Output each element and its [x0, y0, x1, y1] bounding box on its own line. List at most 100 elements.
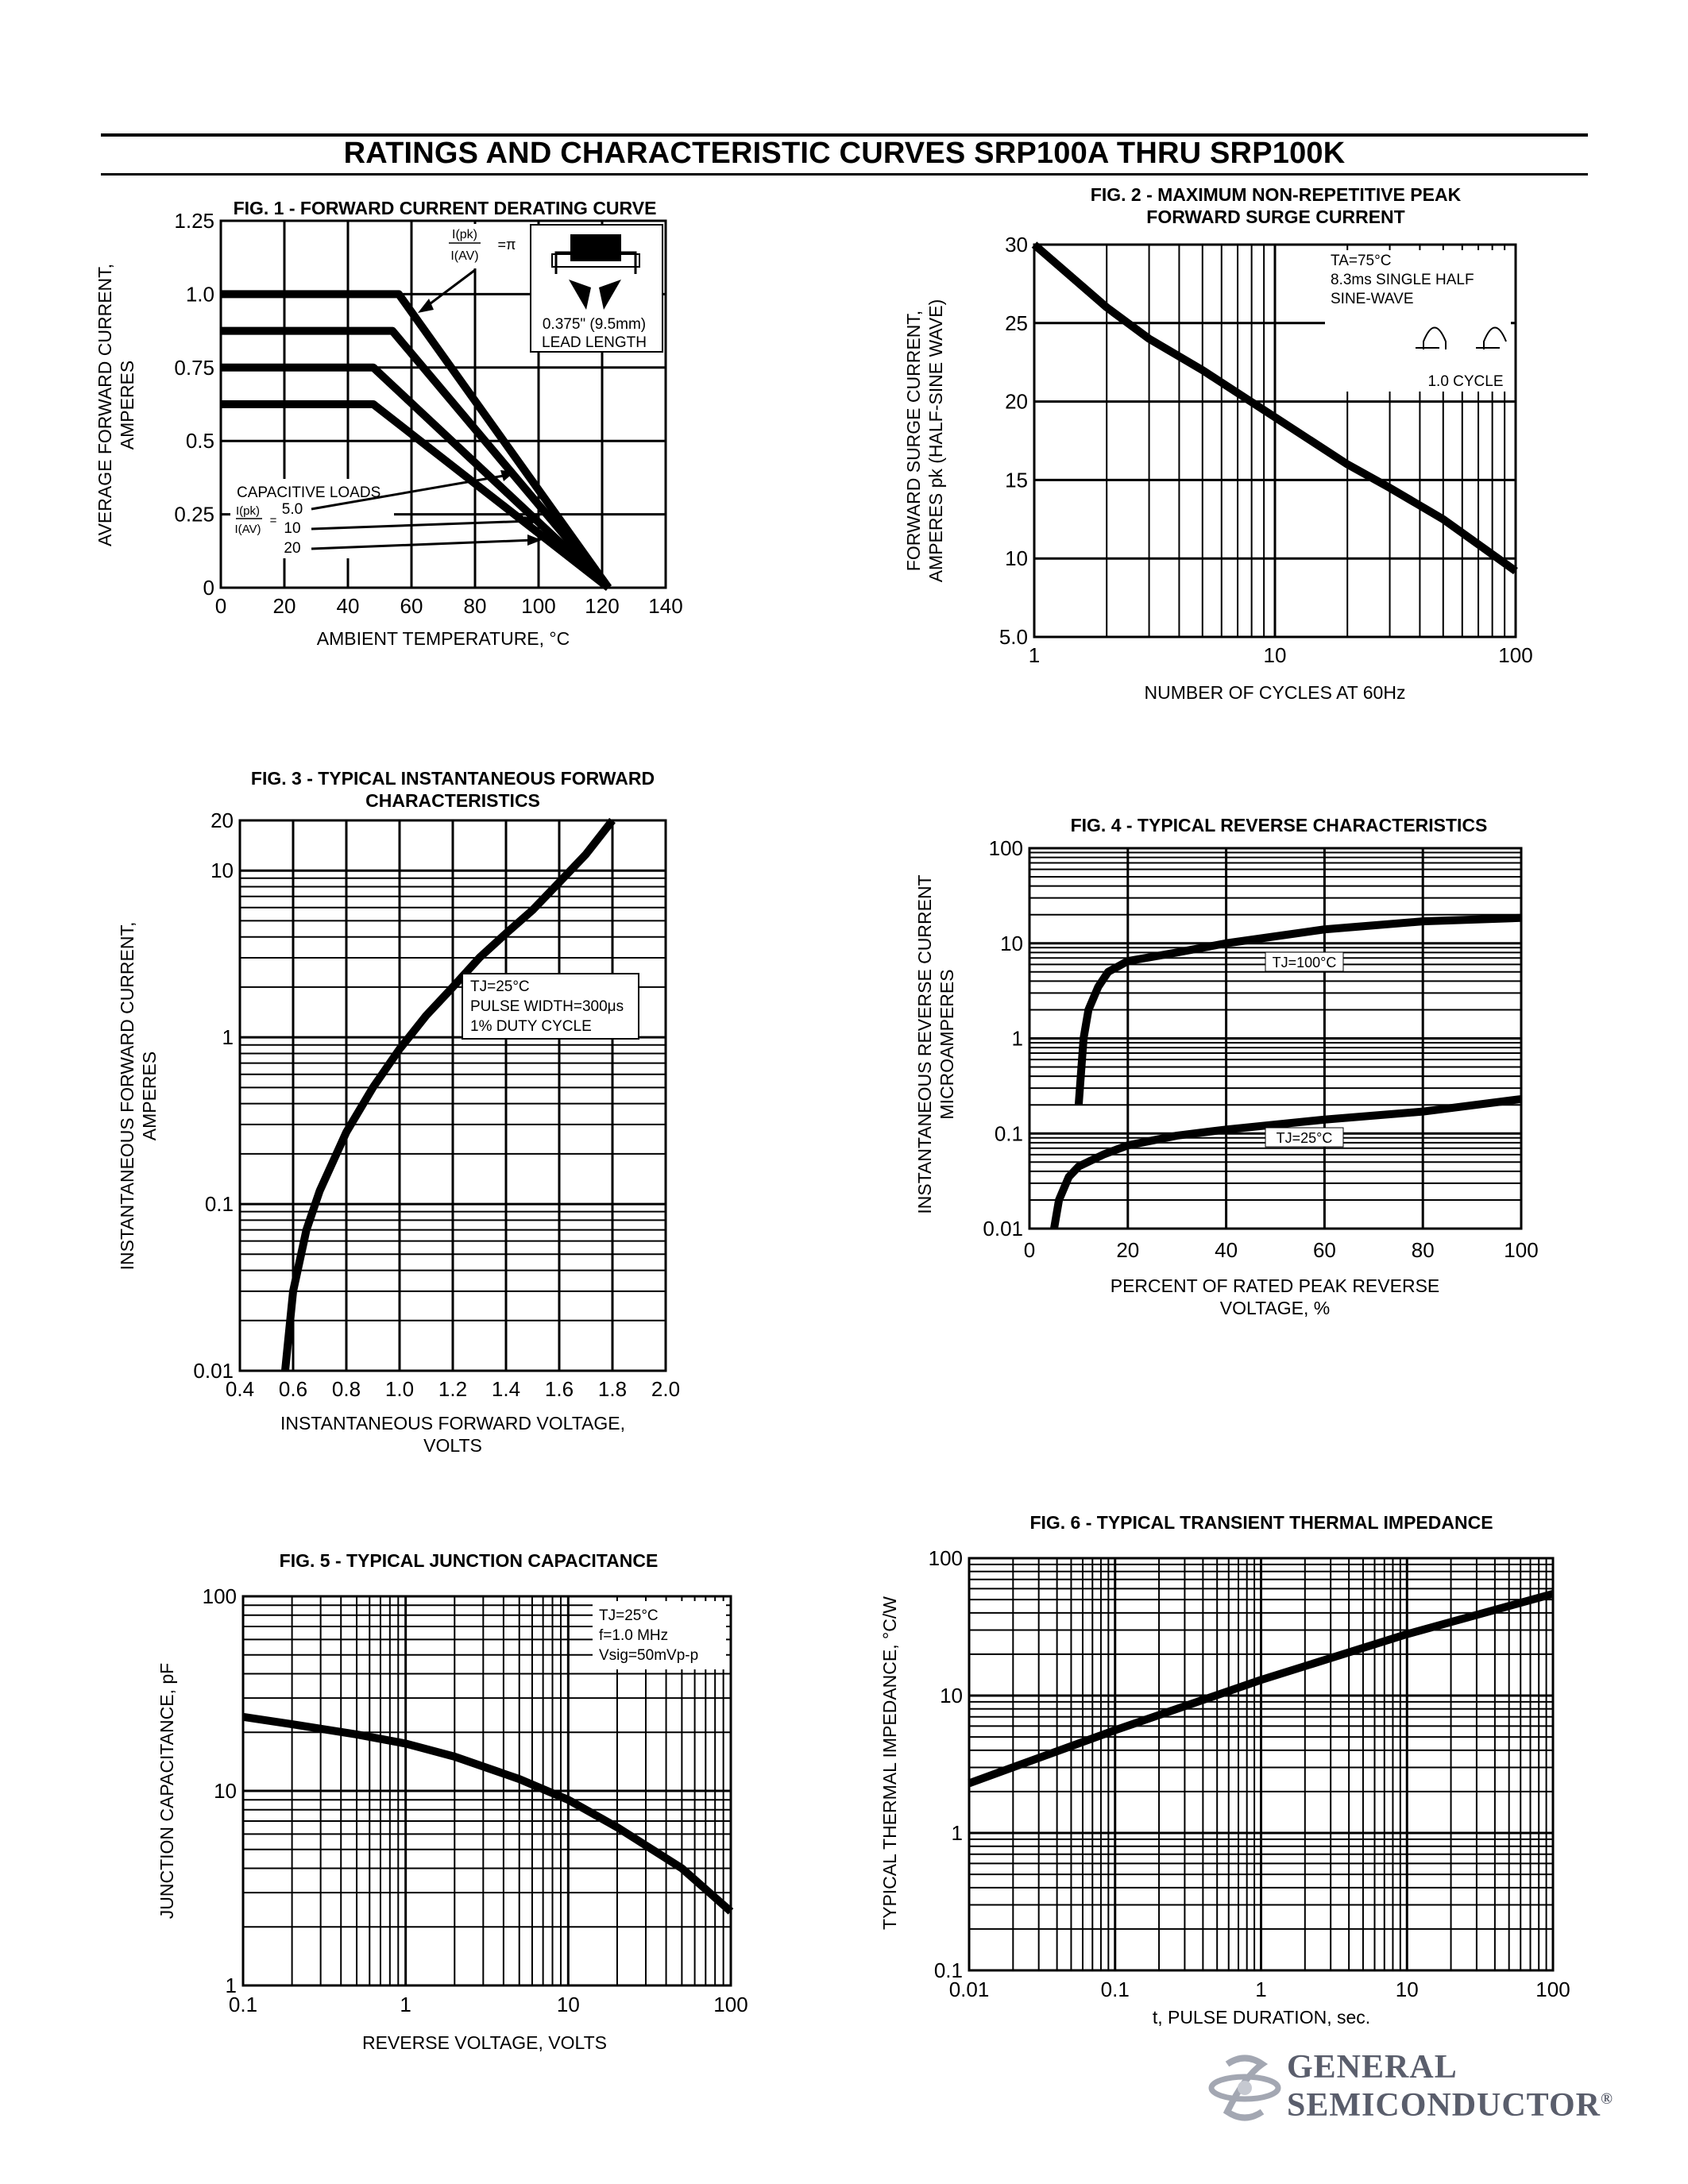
y-tick-label: 0: [203, 576, 214, 600]
chart-title: FIG. 5 - TYPICAL JUNCTION CAPACITANCE: [280, 1550, 659, 1571]
x-axis-label: VOLTAGE, %: [1220, 1298, 1330, 1318]
x-axis-label: NUMBER OF CYCLES AT 60Hz: [1145, 682, 1406, 703]
y-axis-label: AVERAGE FORWARD CURRENT,: [95, 264, 115, 546]
plot-frame: [968, 1557, 1555, 1972]
cap-value-20: 20: [284, 540, 300, 557]
y-tick-label: 10: [1000, 932, 1023, 955]
cap-ratio-bottom: I(AV): [234, 523, 261, 536]
fig4-series-label-25: TJ=25°C: [1277, 1130, 1333, 1146]
y-tick-label: 0.5: [186, 429, 214, 453]
page-title: RATINGS AND CHARACTERISTIC CURVES SRP100…: [343, 137, 1346, 170]
x-tick-label: 40: [337, 594, 360, 618]
x-tick-label: 0.1: [1101, 1978, 1130, 2001]
series-label-bg: [1265, 1127, 1344, 1148]
cap-pointer-head: [500, 470, 515, 481]
x-tick-label: 1.6: [545, 1377, 574, 1401]
y-axis-label: INSTANTANEOUS FORWARD CURRENT,: [117, 922, 137, 1271]
y-tick-label: 0.1: [934, 1958, 963, 1982]
cap-pointer-head: [527, 534, 542, 546]
series-line-1: [1031, 241, 1518, 575]
cycle-label: 1.0 CYCLE: [1427, 373, 1503, 390]
x-tick-label: 10: [1396, 1978, 1419, 2001]
cap-eq: =: [270, 514, 277, 527]
x-tick-label: 0.01: [949, 1978, 990, 2001]
cap-ratio-top: I(pk): [236, 504, 260, 518]
x-tick-label: 1.4: [492, 1377, 520, 1401]
y-axis-label: TYPICAL THERMAL IMPEDANCE, °C/W: [879, 1596, 900, 1930]
x-tick-label: 2.0: [651, 1377, 680, 1401]
y-tick-label: 100: [989, 836, 1023, 860]
y-axis-label: JUNCTION CAPACITANCE, pF: [156, 1663, 177, 1919]
y-tick-label: 1.25: [174, 209, 214, 233]
condition-line: SINE-WAVE: [1331, 291, 1414, 307]
x-tick-label: 60: [400, 594, 423, 618]
chart-title: FORWARD SURGE CURRENT: [1146, 206, 1404, 227]
x-tick-label: 0.8: [332, 1377, 361, 1401]
title-underline: [101, 173, 1588, 176]
y-tick-label: 1: [952, 1821, 963, 1845]
arrow-right-icon: [599, 280, 621, 310]
condition-line: 8.3ms SINGLE HALF: [1331, 272, 1474, 288]
y-tick-label: 5.0: [999, 625, 1028, 649]
plot-frame: [238, 819, 667, 1372]
registered-mark: ®: [1600, 2090, 1613, 2108]
capacitive-loads-text: CAPACITIVE LOADS: [237, 484, 380, 501]
ratio-label-bg: [445, 224, 524, 268]
y-axis-label: MICROAMPERES: [937, 969, 957, 1119]
y-axis-label: AMPERES: [139, 1051, 160, 1140]
top-rule: [101, 133, 1588, 137]
x-axis-label: PERCENT OF RATED PEAK REVERSE: [1111, 1275, 1440, 1296]
x-tick-label: 0: [215, 594, 226, 618]
logo-text-line1: GENERAL: [1287, 2049, 1458, 2086]
x-tick-label: 100: [1498, 643, 1532, 667]
plot-frame: [241, 1595, 732, 1987]
x-tick-label: 80: [1412, 1238, 1435, 1262]
condition-line: TA=75°C: [1331, 253, 1391, 269]
y-axis-label: FORWARD SURGE CURRENT,: [903, 311, 924, 571]
x-axis-label: VOLTS: [423, 1435, 482, 1456]
x-axis-label: INSTANTANEOUS FORWARD VOLTAGE,: [280, 1413, 625, 1433]
logo-text-line2: SEMICONDUCTOR®: [1287, 2086, 1613, 2124]
cap-value-5: 5.0: [282, 501, 303, 518]
y-tick-label: 20: [1005, 390, 1028, 414]
cap-pointer-head: [524, 516, 539, 527]
arrow-left-icon: [569, 280, 591, 310]
x-tick-label: 10: [1264, 643, 1287, 667]
condition-line: TJ=25°C: [470, 978, 530, 995]
ratio-bottom: I(AV): [450, 249, 478, 263]
lead-length-text: 0.375" (9.5mm): [543, 316, 646, 333]
series-line-1: [280, 817, 616, 1372]
x-tick-label: 100: [521, 594, 555, 618]
x-tick-label: 0.1: [229, 1993, 257, 2016]
condition-line: Vsig=50mVp-p: [599, 1647, 698, 1664]
chart-title: FIG. 3 - TYPICAL INSTANTANEOUS FORWARD: [251, 768, 655, 789]
conditions-box: [462, 973, 639, 1040]
y-tick-label: 1.0: [186, 282, 214, 306]
chart-title: CHARACTERISTICS: [365, 790, 540, 811]
chart-title: FIG. 4 - TYPICAL REVERSE CHARACTERISTICS: [1071, 815, 1488, 835]
y-tick-label: 30: [1005, 233, 1028, 257]
x-axis-label: AMBIENT TEMPERATURE, °C: [317, 628, 570, 649]
x-tick-label: 0.4: [226, 1377, 254, 1401]
series-line-1: [242, 1712, 734, 1915]
x-tick-label: 20: [1116, 1238, 1139, 1262]
ratio-pointer: [423, 268, 476, 310]
series-line-2: [1050, 1094, 1522, 1229]
ratio-pointer-head: [418, 299, 434, 313]
x-tick-label: 100: [1504, 1238, 1538, 1262]
x-tick-label: 1.2: [438, 1377, 467, 1401]
x-tick-label: 60: [1313, 1238, 1336, 1262]
series-line-1: [221, 290, 612, 590]
y-tick-label: 0.1: [205, 1192, 234, 1216]
x-tick-label: 120: [585, 594, 619, 618]
fig4-series-label-100: TJ=100°C: [1273, 955, 1337, 970]
chart-title: FIG. 2 - MAXIMUM NON-REPETITIVE PEAK: [1091, 184, 1462, 205]
y-tick-label: 0.01: [983, 1217, 1023, 1241]
y-axis-label: INSTANTANEOUS REVERSE CURRENT: [914, 874, 935, 1214]
company-logo: GENERAL SEMICONDUCTOR®: [1207, 2045, 1613, 2132]
plot-frame: [1033, 243, 1517, 639]
y-tick-label: 10: [214, 1779, 237, 1803]
